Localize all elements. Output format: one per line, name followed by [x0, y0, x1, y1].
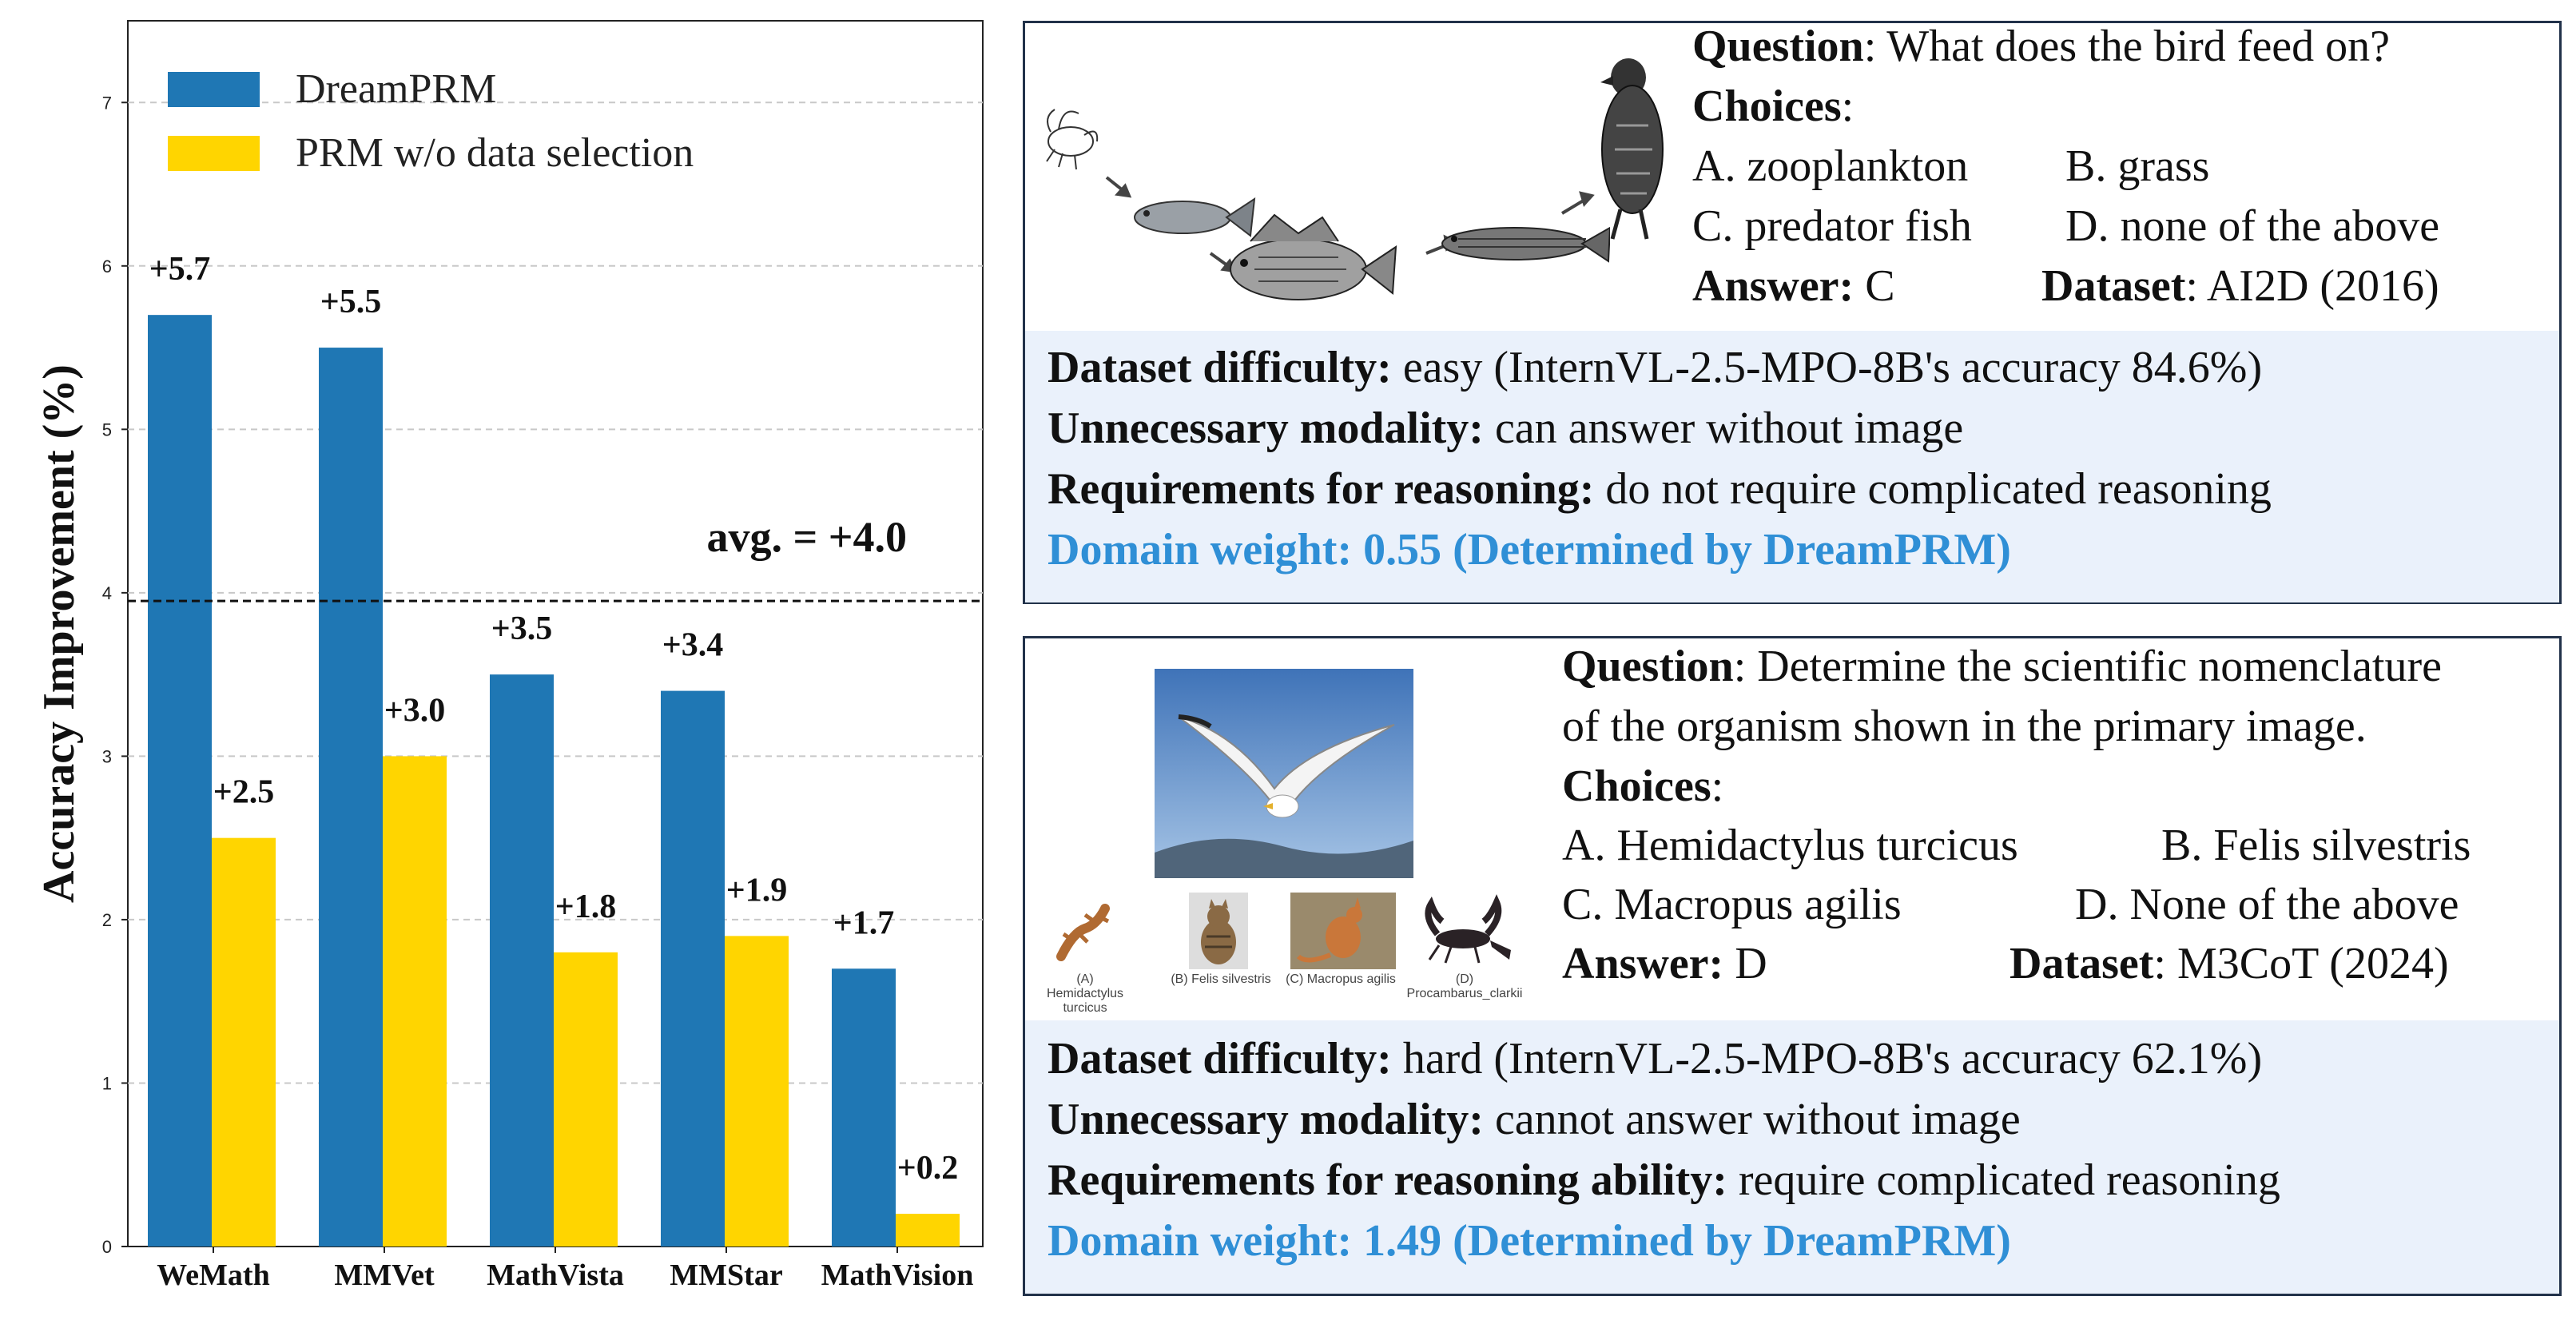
choice-d: D. none of the above — [2065, 201, 2440, 251]
y-tick-label: 6 — [102, 256, 112, 276]
choice-a: A. zooplankton — [1692, 141, 1969, 191]
choice-b: B. grass — [2065, 141, 2210, 191]
reasoning-label: Requirements for reasoning ability: — [1047, 1155, 1727, 1205]
bar-prm-wo-selection — [212, 837, 276, 1247]
x-tick-label: WeMath — [157, 1258, 269, 1292]
bar-dreamprm — [319, 348, 383, 1247]
bar-value-label: +5.7 — [149, 251, 210, 288]
x-tick-label: MathVista — [487, 1258, 624, 1292]
domain-weight-value: : 1.49 (Determined by DreamPRM) — [1337, 1216, 2011, 1266]
answer-value: C — [1854, 261, 1895, 311]
card2-info-panel: Dataset difficulty: hard (InternVL-2.5-M… — [1025, 1020, 2559, 1294]
bar-value-label: +2.5 — [213, 774, 274, 811]
legend-label: DreamPRM — [296, 66, 496, 112]
bar-dreamprm — [661, 690, 725, 1247]
example-card-easy: Question: What does the bird feed on? Ch… — [1023, 21, 2562, 604]
dataset-label: Dataset — [2010, 939, 2154, 988]
bar-value-label: +3.5 — [491, 610, 552, 647]
choice-b: B. Felis silvestris — [2161, 821, 2471, 870]
average-label: avg. = +4.0 — [706, 513, 907, 561]
bar-chart: 0 1 2 3 4 5 6 7 Accuracy Improvement (%) +5.7 +2.5… — [34, 20, 984, 1292]
x-tick-label: MMVet — [334, 1258, 435, 1292]
gecko-thumbnail — [1049, 893, 1123, 969]
bar-value-label: +3.0 — [384, 692, 445, 729]
y-tick-label: 0 — [102, 1237, 112, 1257]
y-tick-label: 5 — [102, 419, 112, 439]
choice-c: C. predator fish — [1692, 201, 1972, 251]
thumb-caption-b: (B) Felis silvestris — [1171, 972, 1271, 986]
choice-d: D. None of the above — [2075, 880, 2459, 929]
thumb-caption-d: (D) Procambarus_clarkii — [1406, 972, 1523, 1000]
bar-value-label: +1.7 — [833, 905, 894, 941]
modality-value: cannot answer without image — [1483, 1095, 2021, 1144]
y-tick-label: 7 — [102, 93, 112, 113]
difficulty-value: hard (InternVL-2.5-MPO-8B's accuracy 62.… — [1391, 1034, 2263, 1084]
y-tick-label: 3 — [102, 746, 112, 766]
cat-thumbnail — [1189, 893, 1248, 969]
x-tick-label: MathVision — [821, 1258, 974, 1292]
y-axis-label: Accuracy Improvement (%) — [34, 364, 84, 903]
bar-prm-wo-selection — [554, 952, 618, 1247]
question-label: Question — [1562, 642, 1734, 691]
card1-info-panel: Dataset difficulty: easy (InternVL-2.5-M… — [1025, 331, 2559, 602]
dataset-value: : AI2D (2016) — [2185, 261, 2439, 311]
answer-label: Answer: — [1692, 261, 1854, 311]
answer-value: D — [1723, 939, 1767, 988]
pike-image — [1441, 226, 1610, 263]
legend-swatch — [168, 72, 260, 107]
seagull-photo — [1155, 669, 1413, 878]
thumb-caption-c: (C) Macropus agilis — [1286, 972, 1396, 986]
modality-label: Unnecessary modality: — [1047, 404, 1484, 453]
bar-dreamprm — [490, 674, 554, 1247]
bar-value-label: +0.2 — [897, 1150, 958, 1187]
difficulty-label: Dataset difficulty: — [1047, 1034, 1392, 1084]
question-text: : What does the bird feed on? — [1863, 22, 2391, 71]
y-tick-label: 1 — [102, 1073, 112, 1093]
choices-label: Choices — [1562, 761, 1711, 811]
bar-prm-wo-selection — [725, 936, 789, 1247]
dataset-value: : M3CoT (2024) — [2153, 939, 2449, 988]
domain-weight-label: Domain weight — [1047, 1216, 1338, 1266]
crayfish-thumbnail — [1407, 893, 1519, 969]
wallaby-thumbnail — [1290, 893, 1396, 969]
bar-value-label: +3.4 — [662, 627, 723, 664]
reasoning-value: do not require complicated reasoning — [1594, 464, 2272, 514]
choice-c: C. Macropus agilis — [1562, 880, 1902, 929]
choice-a: A. Hemidactylus turcicus — [1562, 821, 2018, 870]
domain-weight-label: Domain weight — [1047, 525, 1338, 575]
small-fish-image — [1134, 197, 1256, 237]
bar-dreamprm — [148, 315, 212, 1247]
question-label: Question — [1692, 22, 1864, 71]
bar-dreamprm — [832, 968, 896, 1247]
difficulty-value: easy (InternVL-2.5-MPO-8B's accuracy 84.… — [1391, 343, 2263, 392]
y-tick-label: 4 — [102, 583, 112, 603]
bar-prm-wo-selection — [383, 756, 447, 1247]
thumb-caption-a: (A) Hemidactylus turcicus — [1046, 972, 1124, 1015]
reasoning-value: require complicated reasoning — [1727, 1155, 2280, 1205]
domain-weight-value: : 0.55 (Determined by DreamPRM) — [1337, 525, 2011, 575]
reasoning-label: Requirements for reasoning: — [1047, 464, 1595, 514]
bar-prm-wo-selection — [896, 1214, 960, 1247]
modality-label: Unnecessary modality: — [1047, 1095, 1484, 1144]
bar-value-label: +5.5 — [320, 284, 381, 320]
dataset-label: Dataset — [2041, 261, 2186, 311]
modality-value: can answer without image — [1483, 404, 1964, 453]
question-text-line2: of the organism shown in the primary ima… — [1562, 702, 2367, 751]
answer-label: Answer: — [1562, 939, 1724, 988]
food-chain-illustration — [1046, 109, 1610, 300]
bar-value-label: +1.9 — [726, 872, 787, 909]
bar-value-label: +1.8 — [555, 889, 616, 925]
question-text-line1: : Determine the scientific nomenclature — [1733, 642, 2442, 691]
zooplankton-image — [1046, 109, 1099, 170]
legend-swatch — [168, 136, 260, 171]
perch-image — [1230, 213, 1397, 300]
legend-label: PRM w/o data selection — [296, 130, 694, 176]
y-tick-label: 2 — [102, 910, 112, 930]
x-tick-label: MMStar — [670, 1258, 783, 1292]
bird-of-prey-image — [1600, 58, 1664, 240]
choices-label: Choices — [1692, 82, 1842, 131]
example-card-hard: (A) Hemidactylus turcicus (B) Felis silv… — [1023, 636, 2562, 1296]
difficulty-label: Dataset difficulty: — [1047, 343, 1392, 392]
